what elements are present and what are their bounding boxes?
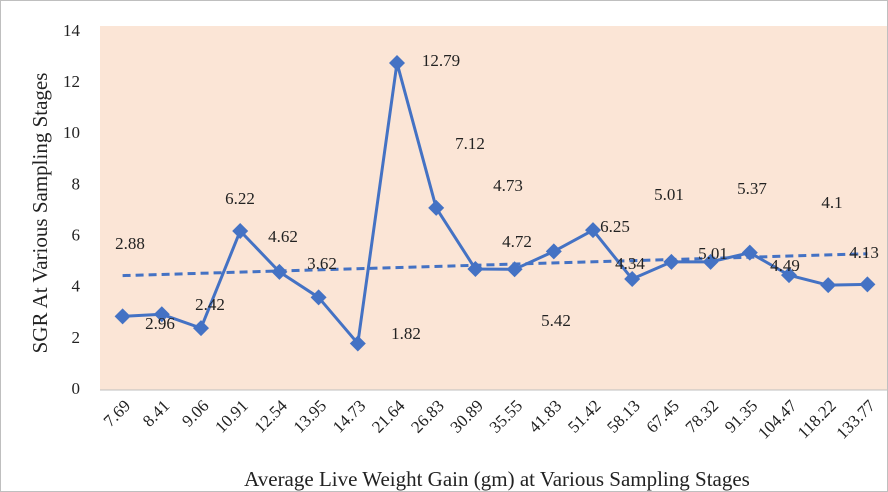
data-label: 2.88 <box>115 234 145 253</box>
data-label: 5.01 <box>654 185 684 204</box>
marker <box>114 308 131 325</box>
data-label: 5.37 <box>737 179 767 198</box>
marker <box>585 222 601 239</box>
marker <box>624 271 641 288</box>
data-label: 7.12 <box>455 134 485 153</box>
y-tick-label: 2 <box>72 328 81 347</box>
marker <box>467 261 484 278</box>
data-label: 4.49 <box>770 256 800 275</box>
y-tick-label: 8 <box>72 174 81 193</box>
data-label: 3.62 <box>307 254 337 273</box>
data-label: 4.13 <box>849 243 879 262</box>
marker <box>506 261 523 278</box>
trendline <box>122 252 868 278</box>
marker <box>663 253 680 270</box>
data-label: 4.73 <box>493 176 523 195</box>
marker <box>349 335 366 352</box>
data-label: 2.96 <box>145 314 175 333</box>
series-line <box>122 61 868 345</box>
y-tick-label: 4 <box>72 277 81 296</box>
data-label: 1.82 <box>391 324 421 343</box>
marker <box>741 244 758 261</box>
marker <box>545 243 562 260</box>
marker <box>193 320 209 337</box>
y-axis-title: SGR At Various Sampling Stages <box>28 73 52 354</box>
marker <box>310 289 327 306</box>
marker <box>702 253 719 270</box>
y-tick-label: 6 <box>72 225 81 244</box>
data-label: 2.42 <box>195 295 225 314</box>
y-tick-label: 0 <box>72 379 81 398</box>
data-label: 12.79 <box>422 51 460 70</box>
marker <box>153 306 170 323</box>
data-label: 5.42 <box>541 311 571 330</box>
data-label: 4.72 <box>502 232 532 251</box>
data-label: 5.01 <box>698 244 728 263</box>
marker <box>859 276 876 293</box>
marker <box>781 267 797 284</box>
marker <box>428 199 445 216</box>
data-label: 4.1 <box>821 193 842 212</box>
marker <box>389 54 405 71</box>
marker <box>820 277 837 294</box>
data-label: 4.34 <box>615 254 645 273</box>
plot-area <box>100 26 887 390</box>
marker <box>271 263 288 280</box>
y-tick-label: 14 <box>63 21 81 40</box>
data-label: 6.22 <box>225 189 255 208</box>
data-label: 4.62 <box>268 227 298 246</box>
data-label: 6.25 <box>600 217 630 236</box>
x-axis-title: Average Live Weight Gain (gm) at Various… <box>244 467 750 491</box>
y-tick-label: 10 <box>63 123 80 142</box>
y-tick-label: 12 <box>63 72 80 91</box>
marker <box>232 222 249 239</box>
